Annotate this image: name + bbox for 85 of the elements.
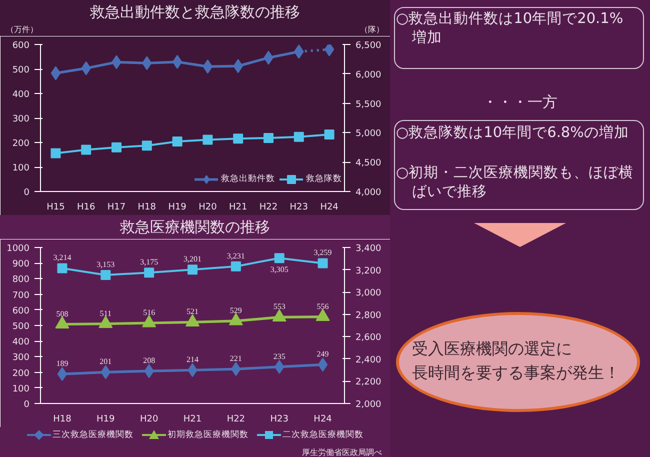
y-tick-label: 400: [12, 90, 30, 100]
text: ○救急隊数は10年間で6.8%の増加: [396, 124, 630, 143]
data-label: 208: [143, 356, 156, 366]
text: ・・・一方: [482, 92, 558, 113]
x-tick-label: H22: [259, 202, 278, 212]
y-tick-label: 300: [12, 353, 30, 364]
data-label: 3,214: [53, 253, 72, 262]
data-label: 3,201: [184, 254, 202, 264]
x-tick-label: H18: [53, 414, 72, 424]
x-tick-label: H18: [138, 202, 156, 212]
y2-tick-label: 5,000: [356, 129, 382, 140]
y2-tick-label: 2,800: [356, 310, 382, 321]
y-tick-label: 300: [12, 114, 30, 124]
y-tick-label: 900: [12, 260, 30, 270]
x-tick-label: H24: [320, 202, 339, 212]
data-label: 249: [316, 350, 329, 359]
legend-label: 二次救急医療機関数: [282, 429, 364, 442]
data-label: 3,153: [96, 260, 115, 270]
y-axis-title: （万件）: [6, 24, 38, 36]
y-tick-label: 1000: [6, 244, 30, 254]
y-tick-label: 600: [12, 41, 30, 51]
y2-tick-label: 2,000: [356, 400, 382, 410]
x-tick-label: H21: [183, 414, 202, 424]
chart-title: 救急出動件数と救急隊数の推移: [0, 0, 390, 24]
x-tick-label: H23: [290, 202, 308, 212]
y2-tick-label: 3,400: [356, 244, 382, 254]
y-tick-label: 800: [12, 275, 30, 286]
x-tick-label: H19: [96, 414, 116, 424]
data-label: 511: [100, 308, 112, 318]
x-tick-label: H20: [140, 414, 158, 424]
y-tick-label: 600: [12, 306, 30, 316]
y2-tick-label: 3,200: [356, 266, 382, 276]
y2-tick-label: 5,500: [356, 100, 382, 110]
legend-label: 三次救急医療機関数: [52, 429, 134, 442]
legend-label: 救急出動件数: [221, 173, 275, 185]
x-tick-label: H15: [46, 202, 65, 212]
data-label: 521: [186, 307, 198, 316]
text: 厚生労働省医政局調べ: [0, 446, 390, 457]
y-tick-label: 0: [24, 188, 30, 198]
chart-title: 救急医療機関数の推移: [0, 215, 390, 239]
data-label: 3,231: [226, 251, 245, 260]
y2-tick-label: 2,200: [356, 378, 382, 388]
data-label: 556: [316, 302, 329, 311]
y2-tick-label: 2,400: [356, 355, 382, 366]
data-label: 553: [273, 302, 286, 312]
data-label: 189: [56, 359, 68, 368]
legend-label: 救急隊数: [306, 173, 342, 185]
y-tick-label: 500: [12, 66, 30, 76]
text: ○初期・二次医療機関数も、ほぼ横ばいで推移: [396, 164, 634, 202]
data-label: 235: [273, 352, 286, 361]
y-tick-label: 700: [12, 290, 30, 301]
y2-tick-label: 4,000: [356, 188, 382, 198]
x-tick-label: H21: [228, 202, 248, 212]
x-tick-label: H22: [226, 414, 246, 424]
y2-tick-label: 6,000: [356, 70, 382, 80]
text: ○救急出動件数は10年間で20.1%増加: [396, 10, 624, 48]
y-tick-label: 200: [12, 368, 30, 379]
data-label: 201: [100, 357, 112, 366]
x-tick-label: H20: [198, 202, 218, 212]
y2-tick-label: 4,500: [356, 158, 382, 169]
data-label: 3,175: [140, 258, 158, 267]
y-tick-label: 200: [12, 139, 30, 149]
y-tick-label: 400: [12, 338, 30, 348]
y-tick-label: 500: [12, 322, 30, 332]
x-tick-label: H19: [168, 202, 187, 212]
legend-label: 初期救急医療機関数: [168, 429, 248, 442]
x-tick-label: H16: [76, 202, 96, 212]
x-tick-label: H17: [107, 202, 126, 212]
y2-tick-label: 2,600: [356, 333, 382, 344]
data-label: 508: [56, 309, 68, 318]
text: 受入医療機関の選定に長時間を要する事案が発生！: [412, 338, 621, 384]
data-label: 3,259: [314, 248, 332, 258]
y-tick-label: 100: [12, 384, 30, 394]
y2-axis-title: （隊）: [360, 24, 384, 36]
data-label: 529: [230, 306, 242, 315]
y2-tick-label: 3,000: [356, 288, 382, 299]
y2-tick-label: 6,500: [356, 41, 382, 51]
y-tick-label: 100: [12, 164, 30, 174]
data-label: 221: [230, 354, 242, 364]
x-tick-label: H23: [270, 414, 288, 424]
data-label: 214: [186, 355, 198, 364]
data-label: 516: [143, 308, 156, 318]
data-label: 3,305: [270, 265, 288, 274]
y-tick-label: 0: [24, 400, 30, 410]
x-tick-label: H24: [314, 414, 332, 424]
